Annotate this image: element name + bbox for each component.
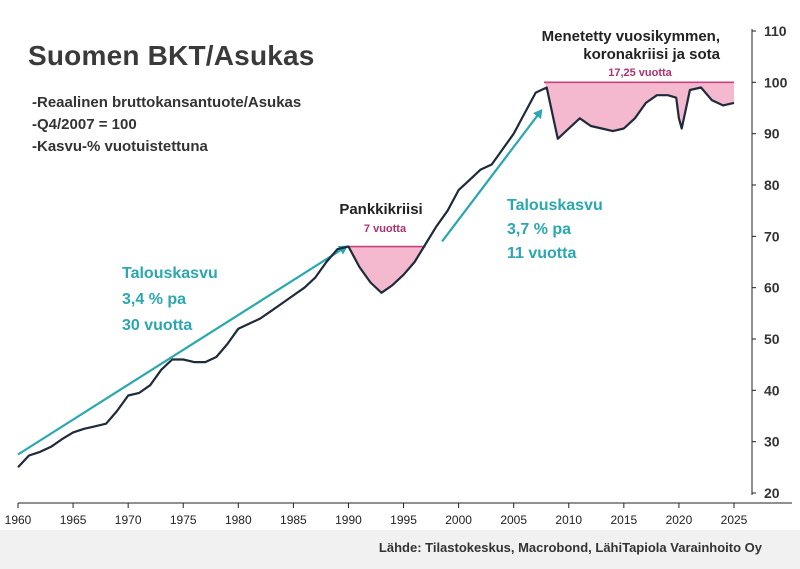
subtitle-line: -Q4/2007 = 100: [32, 116, 137, 133]
x-tick-label: 1990: [335, 513, 362, 527]
y-tick-label: 60: [764, 280, 780, 296]
arrow-label: Talouskasvu: [507, 197, 603, 214]
shade-duration: 17,25 vuotta: [608, 67, 672, 79]
trend-arrow: [441, 108, 543, 243]
x-tick-label: 2025: [721, 513, 748, 527]
x-tick-label: 2005: [500, 513, 527, 527]
y-tick-label: 90: [764, 126, 780, 142]
x-tick-label: 2015: [610, 513, 637, 527]
x-tick-label: 1975: [170, 513, 197, 527]
y-axis: 20 30 40 50 60 70 80 90 100 110: [751, 23, 788, 501]
x-tick-label: 1960: [5, 513, 32, 527]
x-tick-label: 1980: [225, 513, 252, 527]
y-tick-label: 70: [764, 228, 780, 244]
trend-arrows: [17, 108, 543, 456]
arrow-label: 30 vuotta: [122, 317, 192, 334]
shade-label: Menetetty vuosikymmen,: [542, 28, 720, 45]
x-tick-label: 1965: [60, 513, 87, 527]
x-tick-label: 1995: [390, 513, 417, 527]
recession-shading: [348, 81, 734, 293]
shaded-area: [348, 246, 426, 293]
arrow-label: 3,7 % pa: [507, 221, 571, 238]
arrow-label: Talouskasvu: [122, 265, 218, 282]
shade-label: koronakriisi ja sota: [583, 46, 720, 63]
series-lines: [17, 86, 735, 469]
shade-label: Pankkikriisi: [339, 201, 422, 218]
arrow-label: 11 vuotta: [507, 245, 576, 262]
arrow-label: 3,4 % pa: [122, 291, 186, 308]
x-axis: 1960 1965 1970 1975 1980 1985 1990 1995 2000 2005…: [5, 502, 792, 527]
chart-subtitles: -Reaalinen bruttokansantuote/Asukas -Q4/…: [32, 92, 301, 158]
annotations: Talouskasvu 3,4 % pa 30 vuotta Talouskasvu 3…: [122, 28, 721, 334]
y-tick-label: 50: [764, 331, 780, 347]
x-tick-label: 2020: [666, 513, 693, 527]
subtitle-line: -Kasvu-% vuotuistettuna: [32, 138, 208, 155]
x-tick-label: 2000: [445, 513, 472, 527]
shaded-area: [543, 82, 734, 139]
subtitle-line: -Reaalinen bruttokansantuote/Asukas: [32, 94, 302, 111]
x-tick-label: 2010: [555, 513, 582, 527]
source-note: Lähde: Tilastokeskus, Macrobond, LähiTap…: [378, 540, 762, 555]
y-tick-label: 80: [764, 177, 780, 193]
x-tick-label: 1985: [280, 513, 307, 527]
footer-band: [0, 530, 800, 569]
x-tick-label: 1970: [115, 513, 142, 527]
y-tick-label: 100: [764, 74, 788, 90]
y-tick-label: 30: [764, 434, 780, 450]
trend-arrow: [17, 245, 348, 456]
series-line: [17, 86, 735, 469]
shade-duration: 7 vuotta: [364, 223, 407, 235]
y-tick-label: 110: [764, 23, 787, 39]
y-tick-label: 20: [764, 485, 780, 501]
y-tick-label: 40: [764, 382, 780, 398]
chart-title: Suomen BKT/Asukas: [28, 40, 315, 71]
